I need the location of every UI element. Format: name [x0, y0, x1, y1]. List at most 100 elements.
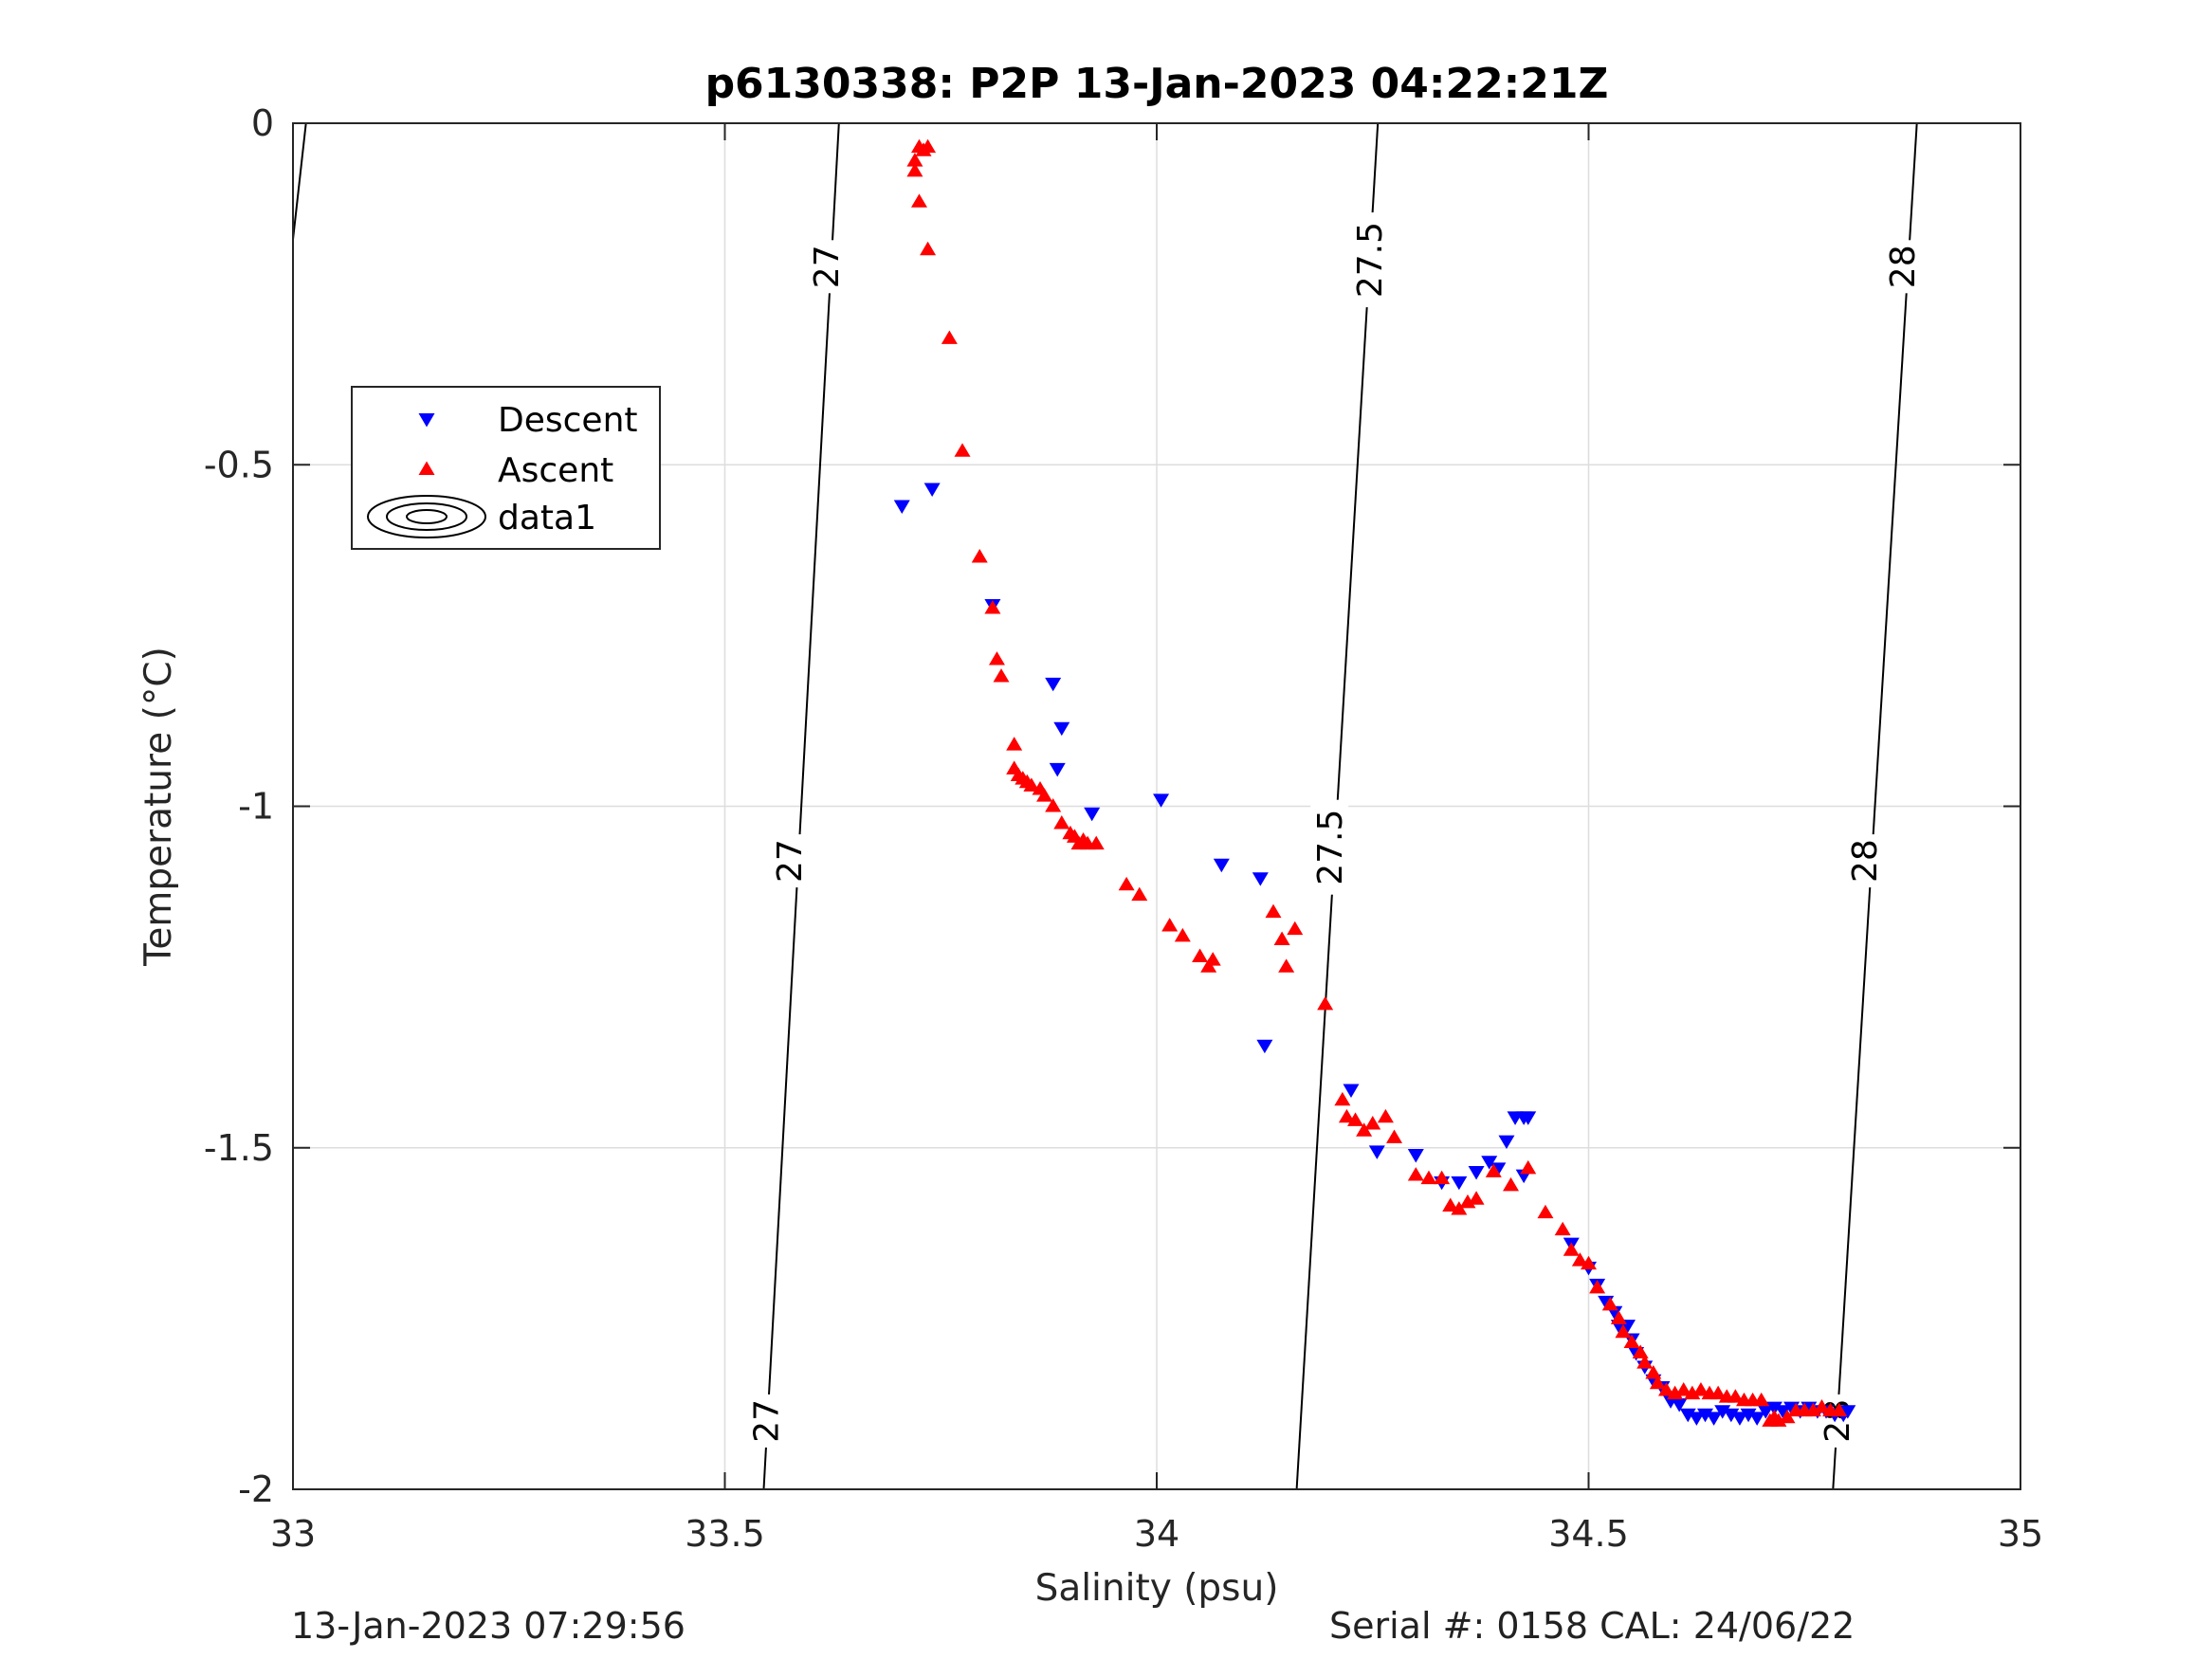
x-tick-label: 33.5: [685, 1513, 765, 1555]
descent-point: [1368, 1145, 1385, 1159]
ascent-point: [1053, 815, 1070, 830]
ascent-point: [1204, 952, 1221, 966]
contour-label-text: 28: [1846, 839, 1885, 883]
ascent-point: [1571, 1252, 1588, 1267]
ascent-point: [988, 651, 1005, 665]
ascent-point: [1287, 921, 1304, 936]
ascent-point: [906, 153, 923, 167]
ascent-point: [1347, 1112, 1364, 1126]
ascent-point: [1278, 958, 1295, 973]
x-tick-label: 34.5: [1548, 1513, 1629, 1555]
ascent-point: [906, 162, 923, 177]
ascent-point: [920, 138, 937, 154]
contour-label-bg: [746, 1394, 785, 1448]
legend-label: Descent: [498, 401, 638, 440]
descent-point: [923, 483, 941, 497]
x-tick-label: 35: [1998, 1513, 2043, 1555]
ascent-point: [1537, 1204, 1554, 1219]
ascent-point: [1709, 1385, 1727, 1400]
ascent-point: [1485, 1163, 1502, 1177]
x-tick-label: 34: [1134, 1513, 1179, 1555]
ascent-point: [1503, 1176, 1520, 1192]
y-tick-label: -0.5: [204, 444, 274, 485]
ascent-point: [1334, 1091, 1351, 1106]
ascent-point: [1356, 1122, 1373, 1137]
ascent-point: [1675, 1382, 1692, 1396]
ascent-point: [910, 193, 927, 208]
legend-label: data1: [498, 499, 596, 538]
ascent-point: [1045, 798, 1062, 812]
descent-point: [1049, 762, 1066, 777]
contour-label: 27.5: [1350, 212, 1390, 308]
ascent-point: [1407, 1167, 1424, 1181]
contour-label-text: 28: [1884, 245, 1923, 288]
legend-descent-marker: [418, 413, 435, 428]
descent-point: [1343, 1084, 1360, 1099]
contour-label: 27.5: [1310, 799, 1350, 895]
legend-box: [351, 386, 661, 550]
legend-contour-glyph: [406, 509, 448, 524]
ascent-point: [1554, 1221, 1571, 1236]
ascent-point: [1753, 1392, 1770, 1407]
ascent-point: [1727, 1389, 1744, 1403]
ascent-point: [971, 549, 988, 563]
ascent-point: [1377, 1108, 1394, 1123]
descent-point: [1671, 1397, 1688, 1413]
descent-point: [1774, 1405, 1791, 1419]
descent-point: [1084, 807, 1101, 822]
contour-label-bg: [1310, 799, 1349, 895]
ascent-point: [1601, 1296, 1618, 1311]
descent-point: [1731, 1412, 1748, 1426]
descent-point: [1213, 858, 1230, 873]
descent-point: [1407, 1149, 1424, 1163]
contour-label-text: 27: [747, 1399, 786, 1443]
descent-point: [1839, 1405, 1856, 1419]
ascent-point: [1006, 737, 1023, 751]
ascent-point: [954, 443, 971, 457]
ascent-point: [1581, 1255, 1597, 1270]
descent-point: [1757, 1405, 1774, 1419]
ascent-point: [1317, 995, 1334, 1011]
descent-point: [1045, 677, 1062, 692]
ascent-point: [1657, 1382, 1674, 1396]
chart-title: p6130338: P2P 13-Jan-2023 04:22:21Z: [705, 60, 1609, 108]
contour-label-text: 27.5: [1311, 810, 1350, 885]
contour-label-text: 27.5: [1351, 222, 1390, 298]
ascent-point: [1118, 876, 1135, 891]
ascent-point: [1632, 1344, 1649, 1358]
ascent-point: [1779, 1409, 1796, 1424]
descent-point: [1153, 793, 1170, 808]
descent-point: [1053, 721, 1070, 737]
x-tick-label: 33: [270, 1513, 316, 1555]
descent-point: [893, 500, 910, 514]
contour-line: [762, 123, 840, 1489]
ascent-point: [1610, 1310, 1627, 1324]
ascent-point: [941, 330, 958, 344]
ascent-point: [1623, 1334, 1640, 1349]
descent-point: [1256, 1039, 1273, 1054]
ascent-point: [1036, 788, 1053, 802]
ascent-point: [1386, 1129, 1403, 1143]
ascent-point: [984, 600, 1001, 614]
descent-point: [1481, 1156, 1498, 1170]
contour-line: [1832, 123, 1918, 1489]
descent-point: [1688, 1412, 1705, 1426]
contour-label-bg: [1845, 834, 1884, 888]
ascent-point: [1645, 1365, 1662, 1379]
contour-label-bg: [1883, 240, 1922, 294]
ascent-point: [1265, 903, 1282, 919]
ascent-point: [1451, 1201, 1468, 1215]
legend: Descent Ascent data1: [351, 386, 661, 550]
ascent-point: [1338, 1108, 1355, 1123]
legend-label: Ascent: [498, 451, 613, 490]
y-tick-label: -2: [238, 1468, 274, 1510]
contour-label: 28: [1845, 834, 1885, 888]
ascent-point: [1174, 927, 1191, 942]
contour-label-text: 27: [808, 245, 847, 288]
descent-point: [1468, 1166, 1485, 1180]
ticks: [292, 122, 2021, 1490]
contour-label: 27: [746, 1394, 786, 1448]
ascent-point: [1420, 1170, 1437, 1185]
contour-label-bg: [807, 240, 846, 294]
